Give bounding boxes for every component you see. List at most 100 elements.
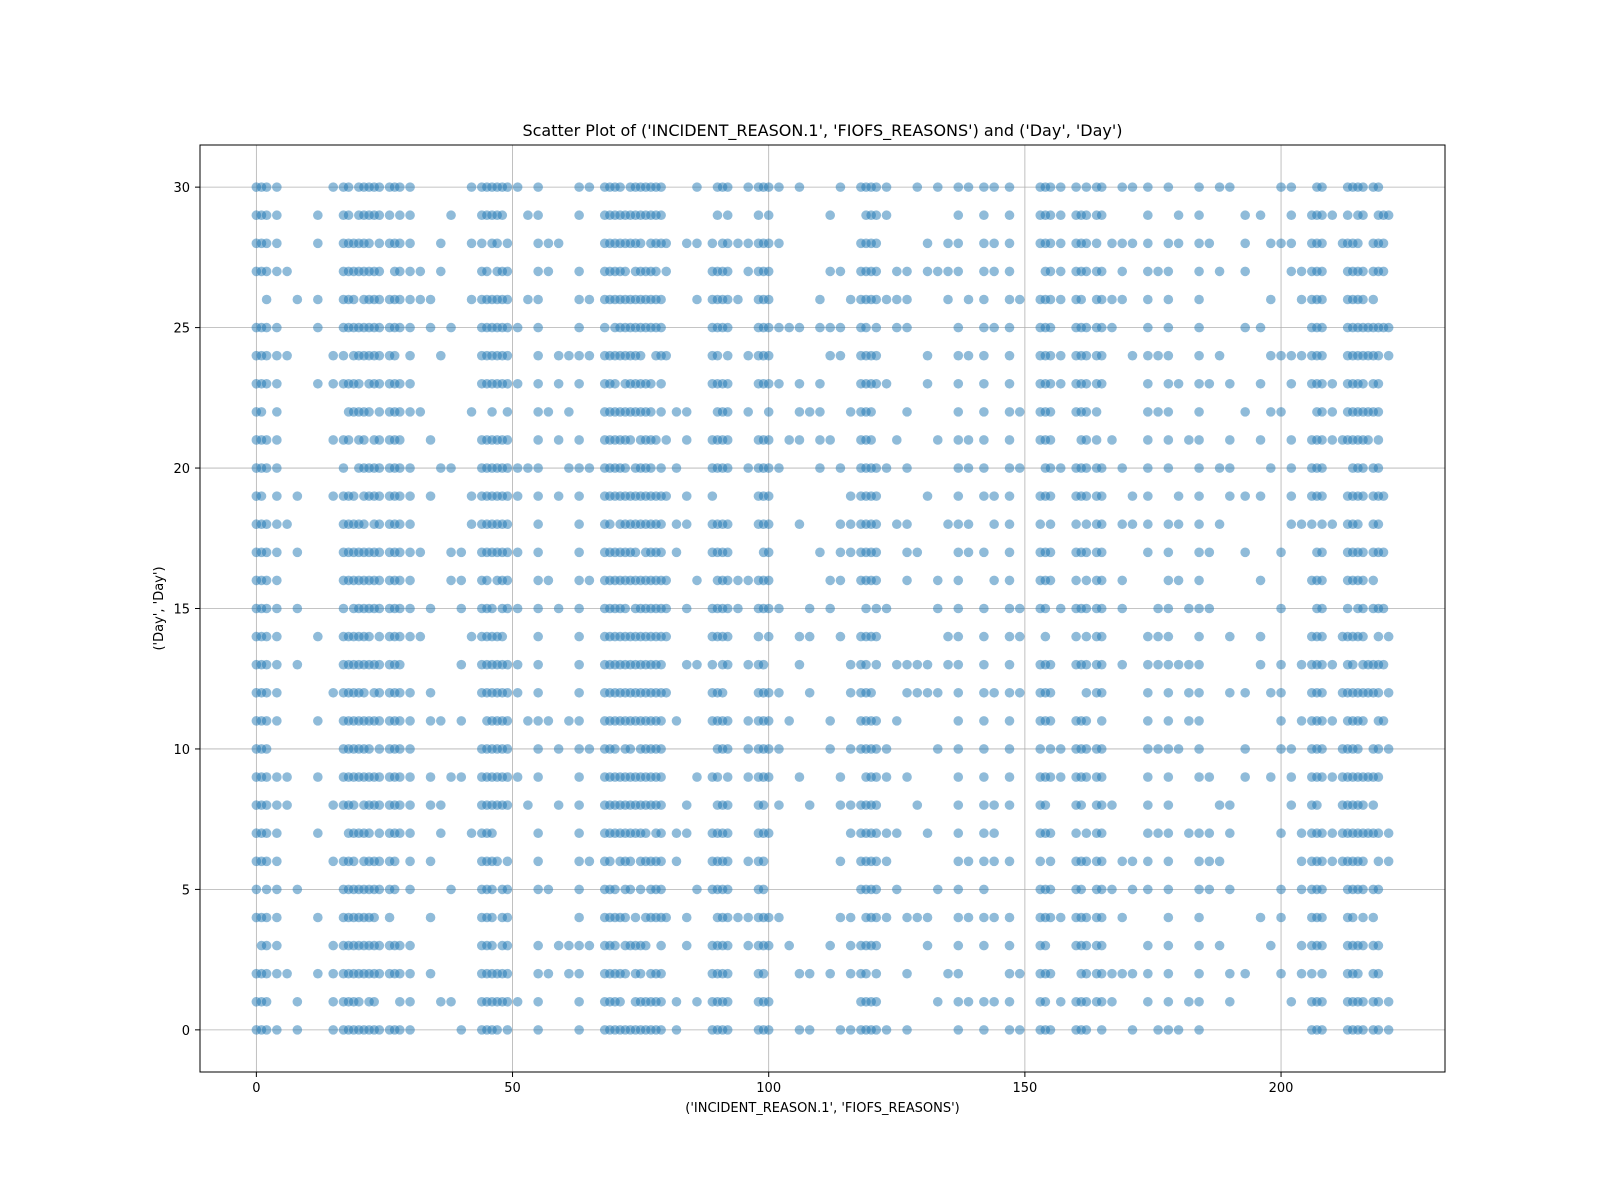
data-point — [512, 463, 523, 473]
data-point — [794, 968, 805, 979]
data-point — [1045, 772, 1056, 782]
data-point — [681, 519, 692, 530]
data-point — [681, 603, 692, 614]
data-point — [845, 968, 856, 979]
data-point — [364, 631, 374, 642]
data-point — [523, 716, 533, 726]
data-point — [1055, 744, 1066, 754]
data-point — [1378, 266, 1389, 277]
data-point — [866, 407, 876, 417]
data-point — [1225, 463, 1235, 473]
data-point — [953, 884, 964, 895]
data-point — [871, 828, 882, 839]
data-point — [1358, 800, 1368, 810]
data-point — [1317, 266, 1327, 277]
data-point — [1173, 744, 1184, 754]
data-point — [912, 547, 923, 558]
data-point — [1184, 716, 1194, 726]
data-point — [405, 716, 415, 726]
data-point — [261, 182, 272, 192]
data-point — [272, 519, 282, 530]
data-point — [1225, 800, 1235, 810]
data-point — [692, 659, 702, 670]
data-point — [1153, 603, 1163, 614]
data-point — [1214, 800, 1225, 810]
data-point — [533, 603, 543, 614]
data-point — [835, 266, 846, 277]
data-point — [922, 940, 933, 951]
data-point — [1163, 856, 1174, 867]
data-point — [1286, 744, 1297, 754]
data-point — [436, 828, 446, 839]
data-point — [1276, 547, 1286, 558]
data-point — [871, 378, 882, 389]
data-point — [1055, 378, 1066, 389]
data-point — [1096, 350, 1107, 361]
data-point — [1163, 322, 1174, 333]
data-point — [487, 940, 497, 951]
data-point — [1045, 1025, 1056, 1035]
data-point — [425, 968, 436, 979]
data-point — [543, 968, 554, 979]
data-point — [1081, 828, 1092, 839]
data-point — [1194, 884, 1204, 895]
data-point — [681, 800, 692, 810]
data-point — [374, 210, 385, 221]
data-point — [395, 1025, 405, 1035]
data-point — [533, 940, 543, 951]
scatter-points — [251, 182, 1394, 1035]
data-point — [963, 912, 974, 923]
data-point — [343, 435, 354, 445]
data-point — [405, 940, 415, 951]
data-point — [763, 491, 774, 501]
data-point — [415, 407, 426, 417]
data-point — [425, 491, 436, 501]
data-point — [794, 182, 805, 192]
data-point — [492, 856, 502, 867]
data-point — [902, 322, 912, 333]
data-point — [1096, 744, 1107, 754]
data-point — [1240, 266, 1250, 277]
data-point — [989, 687, 999, 698]
data-point — [1373, 463, 1384, 473]
data-point — [861, 322, 871, 333]
data-point — [630, 912, 641, 923]
data-point — [835, 800, 846, 810]
data-point — [953, 772, 964, 782]
data-point — [871, 463, 882, 473]
data-point — [1143, 996, 1153, 1007]
data-point — [1163, 266, 1174, 277]
data-point — [1096, 716, 1107, 726]
data-point — [656, 322, 666, 333]
data-point — [1266, 940, 1276, 951]
data-point — [932, 435, 943, 445]
data-point — [1358, 547, 1368, 558]
data-point — [1240, 238, 1250, 249]
data-point — [1194, 603, 1204, 614]
data-point — [261, 856, 272, 867]
data-point — [1055, 912, 1066, 923]
data-point — [502, 1025, 513, 1035]
data-point — [763, 519, 774, 530]
data-point — [405, 210, 415, 221]
data-point — [953, 744, 964, 754]
data-point — [1004, 294, 1015, 305]
data-point — [1081, 912, 1092, 923]
data-point — [1317, 772, 1327, 782]
data-point — [1076, 884, 1087, 895]
data-point — [605, 519, 615, 530]
data-point — [1184, 687, 1194, 698]
data-point — [1276, 828, 1286, 839]
data-point — [835, 772, 846, 782]
data-point — [1045, 968, 1056, 979]
data-point — [881, 772, 892, 782]
data-point — [1045, 884, 1056, 895]
data-point — [681, 435, 692, 445]
data-point — [1286, 491, 1297, 501]
data-point — [979, 912, 989, 923]
data-point — [733, 912, 743, 923]
data-point — [272, 407, 282, 417]
data-point — [979, 322, 989, 333]
data-point — [656, 828, 666, 839]
data-point — [1255, 575, 1266, 586]
